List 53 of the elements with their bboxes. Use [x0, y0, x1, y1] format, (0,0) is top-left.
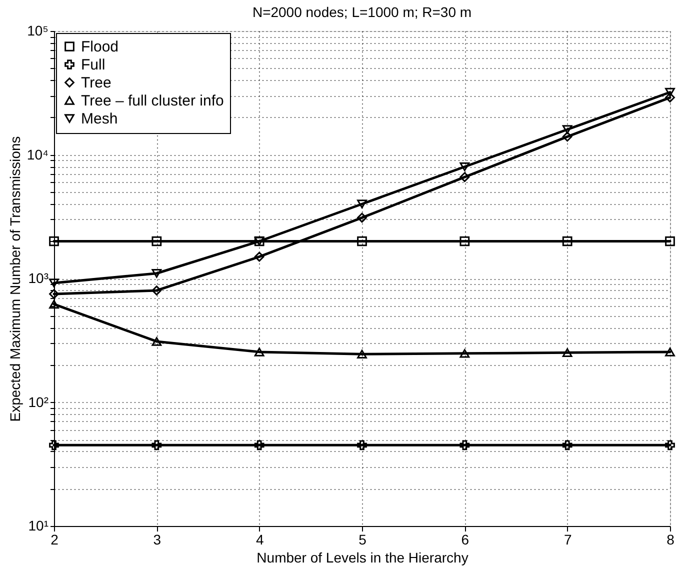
- point: [49, 236, 59, 246]
- x-tick-label: 5: [358, 532, 367, 548]
- point: [562, 132, 572, 142]
- point: [460, 162, 470, 172]
- point: [665, 88, 675, 97]
- y-tick-label: 10¹: [28, 518, 49, 534]
- legend-label: Flood: [81, 38, 119, 56]
- point: [562, 348, 572, 357]
- point: [357, 212, 367, 223]
- point: [152, 236, 162, 246]
- point: [49, 440, 59, 450]
- x-axis-title: Number of Levels in the Hierarchy: [256, 550, 468, 566]
- y-tick-label: 10²: [28, 394, 49, 410]
- point: [665, 92, 675, 102]
- legend-label: Full: [81, 56, 106, 74]
- point: [254, 348, 264, 356]
- point: [152, 269, 162, 278]
- point: [357, 440, 367, 450]
- x-tick-label: 7: [564, 532, 572, 548]
- point: [665, 236, 675, 246]
- point: [665, 348, 675, 356]
- point: [254, 440, 264, 450]
- point: [460, 440, 470, 450]
- y-tick-label: 10⁴: [26, 146, 48, 162]
- legend-label: Mesh: [81, 110, 118, 128]
- x-tick-label: 6: [461, 532, 470, 548]
- point: [254, 252, 264, 262]
- point: [49, 300, 59, 309]
- point: [460, 172, 470, 182]
- x-tick-label: 3: [153, 532, 162, 548]
- point: [357, 200, 367, 208]
- point: [49, 289, 59, 299]
- point: [665, 440, 675, 450]
- y-tick-label: 10⁵: [27, 22, 48, 38]
- point: [460, 349, 470, 358]
- y-tick-label: 10³: [28, 270, 49, 286]
- legend-label: Tree: [81, 74, 112, 92]
- point: [562, 125, 572, 134]
- point: [562, 236, 572, 246]
- point: [152, 286, 162, 296]
- point: [357, 236, 367, 246]
- point: [152, 440, 162, 450]
- chart-title: N=2000 nodes; L=1000 m; R=30 m: [252, 4, 472, 20]
- point: [49, 278, 59, 288]
- point: [460, 236, 470, 246]
- point: [357, 350, 367, 358]
- point: [152, 337, 162, 346]
- y-axis-title: Expected Maximum Number of Transmissions: [6, 136, 23, 422]
- point: [562, 440, 572, 450]
- legend-label: Tree – full cluster info: [81, 92, 224, 110]
- x-tick-label: 4: [256, 532, 264, 548]
- x-tick-label: 2: [50, 532, 59, 548]
- x-tick-label: 8: [666, 532, 675, 548]
